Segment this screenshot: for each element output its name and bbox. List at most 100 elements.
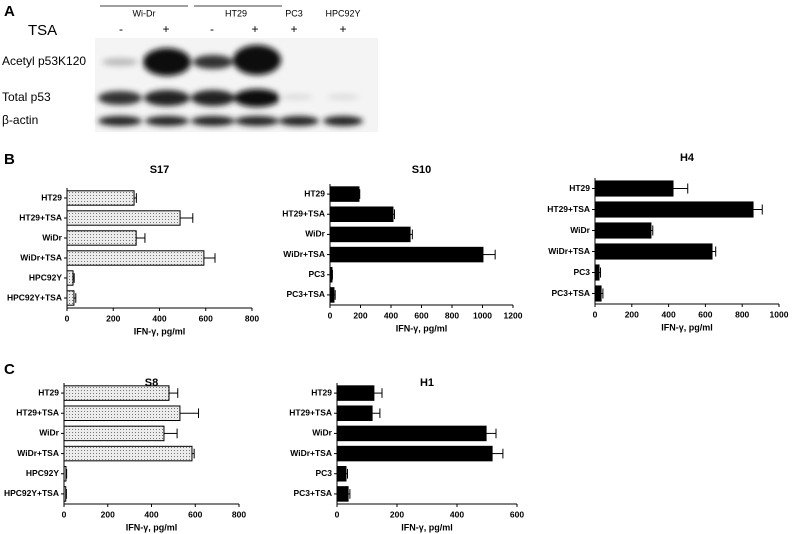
- blot-panel: Wi-Dr HT29 PC3 HPC92Y TSA - + - + + + Ac…: [2, 5, 378, 132]
- x-tick-label: 400: [384, 310, 398, 320]
- category-label: HT29: [304, 188, 325, 198]
- category-label: PC3: [315, 468, 332, 478]
- error-bar: [65, 468, 68, 479]
- category-label: WiDr: [39, 428, 59, 438]
- category-label: HPC92Y+TSA: [4, 488, 59, 498]
- bar: [63, 425, 165, 442]
- lane-sign: +: [162, 22, 169, 36]
- row-label: β-actin: [2, 113, 38, 127]
- x-tick-label: 600: [414, 310, 428, 320]
- bar: [63, 385, 170, 401]
- bar: [329, 266, 333, 283]
- bar: [329, 186, 360, 202]
- error-bar: [179, 408, 200, 419]
- x-tick-label: 200: [390, 509, 404, 519]
- bar: [63, 445, 193, 462]
- chart-title: H1: [420, 377, 434, 389]
- bar: [66, 210, 181, 226]
- panel-label: B: [4, 151, 15, 168]
- error-bar: [599, 267, 602, 278]
- x-tick-label: 600: [510, 509, 524, 519]
- bar: [594, 222, 652, 239]
- error-bar: [650, 225, 654, 236]
- category-label: HPC92Y: [29, 272, 62, 282]
- chart-title: S17: [150, 164, 170, 176]
- bands: [98, 45, 363, 126]
- x-tick-label: 0: [65, 313, 70, 323]
- x-axis-label: IFN-γ, pg/ml: [126, 522, 178, 532]
- bar: [66, 190, 135, 206]
- x-tick-label: 200: [353, 310, 367, 320]
- bar: [336, 445, 493, 462]
- category-label: HT29+TSA: [282, 209, 325, 219]
- category-label: WiDr+TSA: [20, 252, 62, 262]
- bar: [329, 246, 484, 263]
- error-bar: [492, 448, 504, 459]
- cell-line: Wi-Dr: [133, 8, 156, 18]
- cell-line: HT29: [225, 8, 247, 18]
- error-bar: [333, 290, 336, 300]
- bar: [336, 385, 375, 401]
- category-label: HT29+TSA: [547, 204, 590, 214]
- error-bar: [348, 489, 351, 499]
- bar: [336, 465, 347, 482]
- error-bar: [65, 489, 67, 499]
- x-tick-label: 800: [735, 309, 749, 319]
- panel-label: A: [4, 3, 15, 20]
- bar: [594, 201, 754, 218]
- x-tick-label: 0: [593, 309, 598, 319]
- error-bar: [180, 213, 194, 223]
- lane-sign: +: [339, 22, 346, 36]
- error-bar: [712, 246, 717, 257]
- category-label: HT29: [569, 183, 590, 193]
- error-bar: [73, 293, 77, 303]
- x-axis-label: IFN-γ, pg/ml: [396, 323, 448, 333]
- category-label: HT29+TSA: [19, 212, 62, 222]
- bar: [66, 270, 74, 286]
- row-label: Acetyl p53K120: [2, 54, 86, 68]
- error-bar: [601, 288, 604, 299]
- x-tick-label: 400: [450, 509, 464, 519]
- bar: [63, 405, 181, 422]
- category-label: HT29+TSA: [16, 408, 59, 418]
- lane-sign: +: [290, 22, 297, 36]
- error-bar: [410, 229, 413, 240]
- bar: [329, 206, 394, 223]
- error-bar: [191, 448, 195, 459]
- lane-sign: -: [210, 22, 214, 36]
- error-bar: [392, 209, 396, 220]
- error-bar: [346, 468, 348, 479]
- category-label: WiDr+TSA: [290, 448, 332, 458]
- x-tick-label: 0: [335, 509, 340, 519]
- x-tick-label: 200: [106, 313, 120, 323]
- category-label: PC3+TSA: [552, 288, 591, 298]
- x-tick-label: 1200: [504, 310, 523, 320]
- x-tick-label: 400: [152, 313, 166, 323]
- error-bar: [163, 428, 178, 439]
- x-tick-label: 200: [625, 309, 639, 319]
- category-label: WiDr+TSA: [548, 246, 590, 256]
- x-tick-label: 800: [445, 310, 459, 320]
- category-label: PC3+TSA: [287, 289, 326, 299]
- category-label: WiDr: [312, 428, 332, 438]
- error-bar: [358, 189, 361, 199]
- x-tick-label: 600: [188, 509, 202, 519]
- row-label: Total p53: [2, 90, 51, 104]
- category-label: HPC92Y+TSA: [7, 292, 62, 302]
- bar: [594, 243, 713, 260]
- x-axis-label: IFN-γ, pg/ml: [661, 322, 713, 332]
- category-label: HT29+TSA: [289, 408, 332, 418]
- bar: [594, 180, 674, 197]
- category-label: WiDr: [305, 229, 325, 239]
- error-bar: [753, 204, 763, 215]
- error-bar: [134, 193, 137, 203]
- treatment-label: TSA: [28, 22, 57, 39]
- error-bar: [486, 428, 497, 439]
- x-tick-label: 800: [245, 313, 259, 323]
- error-bar: [673, 183, 689, 194]
- error-bar: [169, 388, 179, 398]
- x-axis-label: IFN-γ, pg/ml: [401, 522, 453, 532]
- category-label: WiDr+TSA: [17, 448, 59, 458]
- panel-label: C: [4, 361, 15, 378]
